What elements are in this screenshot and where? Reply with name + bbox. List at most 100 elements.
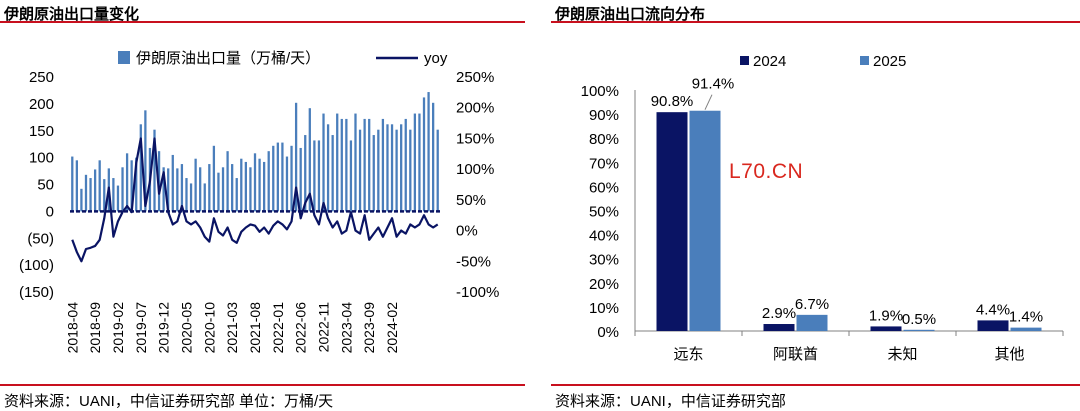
legend-2025-label: 2025	[873, 53, 906, 70]
volume-bar	[331, 135, 334, 212]
y-left-tick-label: 100	[29, 150, 54, 167]
volume-bar	[231, 164, 234, 212]
right-source-note: 资料来源：UANI，中信证券研究部	[555, 393, 786, 410]
volume-bar	[176, 168, 179, 212]
volume-bar	[71, 156, 74, 212]
volume-bar	[272, 145, 275, 212]
volume-bar	[354, 113, 357, 212]
y-right-tick-label: 50%	[456, 192, 486, 209]
bar-data-label: 90.8%	[651, 93, 694, 110]
volume-bar	[244, 161, 247, 212]
volume-bar	[116, 185, 120, 212]
y-left-tick-label: 0	[46, 203, 54, 220]
right-top-rule	[551, 21, 1080, 23]
left-source-note: 资料来源：UANI，中信证券研究部 单位：万桶/天	[4, 393, 334, 410]
category-label: 未知	[887, 346, 917, 363]
x-tick-label: 2022-06	[293, 302, 309, 354]
y-tick-label: 30%	[589, 252, 619, 269]
y-tick-label: 60%	[589, 179, 619, 196]
x-tick-label: 2023-04	[338, 302, 354, 354]
volume-bar	[308, 108, 311, 212]
y-tick-label: 0%	[597, 324, 619, 341]
x-tick-label: 2020-05	[178, 302, 194, 354]
y-right-tick-label: 250%	[456, 69, 494, 86]
y-left-tick-label: (100)	[19, 257, 54, 274]
volume-bar	[368, 118, 371, 212]
x-tick-label: 2022-11	[316, 302, 332, 353]
watermark-text: L70.CN	[729, 160, 804, 183]
series-2025-bar	[796, 314, 828, 331]
x-tick-label: 2019-02	[110, 302, 126, 354]
left-bottom-rule	[0, 384, 525, 386]
volume-bar	[267, 151, 270, 212]
y-tick-label: 70%	[589, 155, 619, 172]
volume-bar	[290, 145, 293, 212]
volume-bar	[75, 160, 78, 212]
volume-bar	[363, 118, 366, 212]
category-label: 阿联酋	[773, 345, 818, 363]
volume-bar	[349, 140, 353, 212]
left-top-rule	[0, 21, 525, 23]
series-2025-bar	[903, 329, 935, 331]
y-tick-label: 10%	[589, 300, 619, 317]
volume-bar	[276, 142, 279, 212]
volume-bar	[84, 174, 88, 212]
x-tick-label: 2018-09	[87, 302, 103, 354]
volume-bar	[390, 124, 394, 212]
volume-bar	[212, 145, 216, 212]
volume-bar	[413, 113, 417, 212]
volume-bar	[249, 167, 252, 212]
y-left-tick-label: 50	[37, 177, 54, 194]
x-tick-label: 2019-12	[156, 302, 172, 354]
export-destination-chart: 100% 90% 80% 70% 60% 50% 40% 30% 20% 10% 0% 90.8%91…	[581, 53, 1064, 363]
bar-data-label: 91.4%	[692, 76, 735, 93]
volume-bar	[221, 167, 225, 212]
legend-yoy-label: yoy	[424, 50, 448, 67]
series-2024-bar	[977, 320, 1009, 331]
volume-bar	[386, 124, 389, 212]
x-tick-label: 2019-07	[133, 302, 149, 354]
y-tick-label: 20%	[589, 276, 619, 293]
y-right-tick-label: -100%	[456, 284, 499, 301]
volume-bar	[340, 118, 343, 212]
volume-bar	[432, 102, 435, 212]
volume-bar	[112, 178, 115, 212]
right-chart-panel: 伊朗原油出口流向分布 100% 90% 80% 70% 60% 50% 40% 30% 20% 1…	[551, 0, 1080, 411]
series-2024-bar	[763, 324, 795, 331]
volume-bar	[294, 102, 298, 212]
yoy-line	[71, 137, 439, 263]
volume-bar	[130, 160, 133, 212]
x-tick-label: 2023-09	[361, 302, 377, 354]
y-tick-label: 90%	[589, 107, 619, 124]
y-tick-label: 40%	[589, 228, 619, 245]
volume-bar	[322, 113, 325, 212]
volume-bar	[139, 124, 142, 212]
y-tick-label: 80%	[589, 131, 619, 148]
x-tick-label: 2018-04	[64, 302, 80, 354]
left-chart-panel: 伊朗原油出口量变化 250 200 150 100 50 0 (50) (100) (150) 2…	[0, 0, 525, 411]
volume-bar	[208, 164, 211, 212]
series-2025-bar	[1010, 327, 1042, 331]
volume-bar	[80, 188, 83, 212]
volume-bar	[235, 178, 238, 212]
volume-bar	[180, 164, 184, 212]
volume-bar	[395, 129, 398, 212]
volume-bar	[345, 118, 348, 212]
category-label: 远东	[673, 346, 703, 363]
volume-bar	[144, 110, 147, 212]
volume-bar	[427, 92, 430, 212]
volume-bar	[377, 129, 380, 212]
volume-bar	[93, 169, 97, 212]
left-chart-title: 伊朗原油出口量变化	[4, 6, 140, 23]
y-left-tick-label: 200	[29, 96, 54, 113]
legend-volume-label: 伊朗原油出口量（万桶/天）	[136, 50, 320, 67]
volume-bar	[299, 147, 302, 212]
right-bottom-rule	[551, 384, 1080, 386]
x-tick-label: 2020-10	[201, 302, 217, 354]
volume-bar	[89, 178, 92, 212]
right-chart-title: 伊朗原油出口流向分布	[555, 6, 706, 23]
volume-bar	[436, 129, 439, 212]
category-label: 其他	[994, 346, 1024, 363]
x-tick-label: 2022-01	[270, 302, 286, 354]
volume-bar	[194, 158, 197, 212]
